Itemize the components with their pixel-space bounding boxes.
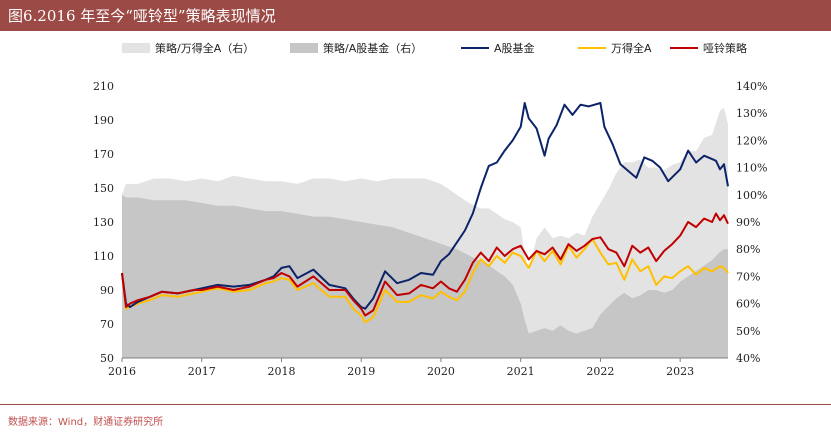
y-left-tick-label: 170 [93,148,114,161]
y-left-tick-label: 130 [93,216,114,229]
source-note: 数据来源：Wind，财通证券研究所 [8,417,164,428]
y-left-tick-label: 50 [100,352,114,365]
y-right-tick-label: 110% [736,162,767,175]
y-right-tick-label: 80% [736,243,760,256]
y-left-tick-label: 190 [93,114,114,127]
y-right-tick-label: 70% [736,270,760,283]
dumbbell-legend-label: 哑铃策略 [703,41,747,55]
x-tick-label: 2019 [347,365,375,378]
title-bar: 图6.2016 年至今“哑铃型”策略表现情况 [0,0,831,31]
y-right-tick-label: 100% [736,189,767,202]
y-right-tick-label: 90% [736,216,760,229]
fund-legend-label: A股基金 [494,41,535,55]
x-tick-label: 2022 [586,365,614,378]
area2-area [122,194,728,358]
y-left-tick-label: 210 [93,80,114,93]
y-left-tick-label: 70 [100,318,114,331]
area2-legend-swatch [290,43,318,53]
y-left-tick-label: 110 [93,250,114,263]
y-right-tick-label: 120% [736,134,767,147]
wind-legend-label: 万得全A [611,41,652,55]
y-right-tick-label: 50% [736,325,760,338]
x-tick-label: 2021 [507,365,535,378]
y-left-tick-label: 90 [100,284,114,297]
x-tick-label: 2016 [108,365,136,378]
source-divider [0,404,831,405]
axes: 2016 2017 2018 2019 2020 2021 2022 2023 50 70 90 11… [93,80,767,378]
area-series [122,107,728,358]
legend: 策略/万得全A（右） 策略/A股基金（右） A股基金 万得全A 哑铃策略 [122,41,747,55]
y-right-tick-label: 130% [736,107,767,120]
area1-legend-swatch [122,43,150,53]
x-tick-label: 2018 [267,365,295,378]
y-right-tick-label: 140% [736,80,767,93]
chart-svg: 策略/万得全A（右） 策略/A股基金（右） A股基金 万得全A 哑铃策略 2016 201… [93,41,767,378]
y-left-tick-label: 150 [93,182,114,195]
page-title: 图6.2016 年至今“哑铃型”策略表现情况 [8,7,276,25]
x-tick-label: 2023 [666,365,694,378]
y-right-tick-label: 40% [736,352,760,365]
dumbbell-line [121,212,729,317]
x-tick-label: 2017 [188,365,216,378]
x-tick-label: 2020 [427,365,455,378]
fund-line [121,102,729,310]
line-series [121,102,729,324]
area1-legend-label: 策略/万得全A（右） [155,41,254,55]
wind-line [121,238,729,324]
area2-legend-label: 策略/A股基金（右） [323,41,422,55]
y-right-tick-label: 60% [736,298,760,311]
